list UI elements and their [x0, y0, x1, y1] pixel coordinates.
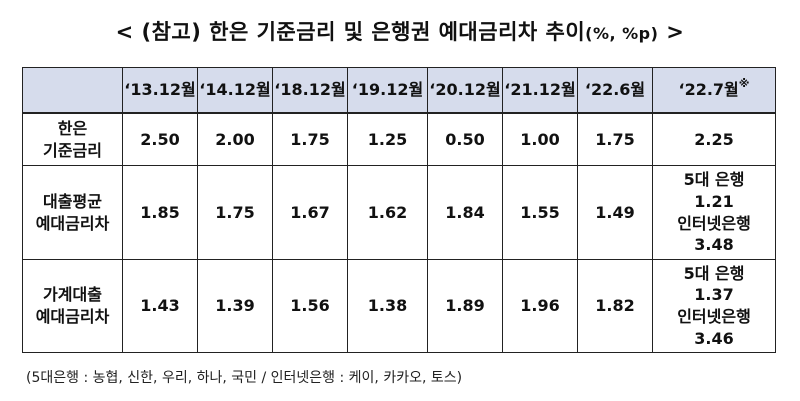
- footnote: (5대은행 : 농협, 신한, 우리, 하나, 국민 / 인터넷은행 : 케이,…: [26, 370, 463, 386]
- table-cell: 1.39: [197, 259, 273, 353]
- table-cell: 1.75: [272, 112, 348, 166]
- table-cell: 1.25: [347, 112, 428, 166]
- table-cell: 1.55: [502, 165, 578, 260]
- table-cell: 0.50: [427, 112, 503, 166]
- row-label-line: 예대금리차: [35, 213, 110, 233]
- table-cell: 2.00: [197, 112, 273, 166]
- row-label-line: 가계대출: [43, 285, 102, 305]
- table-cell-multi: 5대 은행 1.21 인터넷은행 3.48: [652, 165, 776, 260]
- cell-line: 3.48: [694, 235, 734, 255]
- table-row: 대출평균 예대금리차 1.85 1.75 1.67 1.62 1.84 1.55 …: [22, 165, 776, 260]
- table-cell: 1.43: [122, 259, 198, 353]
- table-cell: 1.84: [427, 165, 503, 260]
- footnote-mark: ※: [738, 77, 750, 91]
- table-cell: 1.56: [272, 259, 348, 353]
- table-cell: 2.50: [122, 112, 198, 166]
- header-corner: [22, 67, 123, 114]
- rate-table: ‘13.12월 ‘14.12월 ‘18.12월 ‘19.12월 ‘20.12월 …: [22, 67, 776, 353]
- table-cell-multi: 5대 은행 1.37 인터넷은행 3.46: [652, 259, 776, 353]
- header-row: ‘13.12월 ‘14.12월 ‘18.12월 ‘19.12월 ‘20.12월 …: [22, 67, 776, 114]
- header-cell: ‘19.12월: [347, 67, 428, 114]
- cell-line: 1.37: [694, 285, 734, 305]
- header-cell: ‘21.12월: [502, 67, 578, 114]
- title-main: < (참고) 한은 기준금리 및 은행권 예대금리차 추이: [115, 20, 586, 44]
- header-cell: ‘22.6월: [577, 67, 653, 114]
- row-label: 한은 기준금리: [22, 112, 123, 166]
- header-cell: ‘14.12월: [197, 67, 273, 114]
- header-cell: ‘13.12월: [122, 67, 198, 114]
- header-cell: ‘18.12월: [272, 67, 348, 114]
- header-cell: ‘22.7월※: [652, 67, 776, 114]
- table-cell: 1.96: [502, 259, 578, 353]
- row-label: 대출평균 예대금리차: [22, 165, 123, 260]
- table-cell: 1.67: [272, 165, 348, 260]
- row-label-line: 예대금리차: [35, 307, 110, 326]
- row-label-line: 기준금리: [43, 140, 102, 160]
- cell-line: 3.46: [694, 328, 734, 348]
- table-cell: 1.75: [577, 112, 653, 166]
- cell-line: 5대 은행: [683, 263, 745, 283]
- cell-line: 1.21: [694, 191, 734, 211]
- cell-line: 인터넷은행: [677, 213, 751, 233]
- table-cell: 1.89: [427, 259, 503, 353]
- table-cell: 1.85: [122, 165, 198, 260]
- table-cell: 1.75: [197, 165, 273, 260]
- table-row: 가계대출 예대금리차 1.43 1.39 1.56 1.38 1.89 1.96 …: [22, 259, 776, 353]
- table-cell: 1.38: [347, 259, 428, 353]
- title-unit: (%, %p): [585, 24, 659, 43]
- table-cell: 1.00: [502, 112, 578, 166]
- header-cell: ‘20.12월: [427, 67, 503, 114]
- table-cell: 2.25: [652, 112, 776, 166]
- page-title: < (참고) 한은 기준금리 및 은행권 예대금리차 추이(%, %p) >: [0, 16, 800, 46]
- table-cell: 1.62: [347, 165, 428, 260]
- row-label-line: 한은: [57, 118, 88, 138]
- header-cell-label: ‘22.7월: [678, 80, 739, 100]
- table-cell: 1.82: [577, 259, 653, 353]
- row-label-line: 대출평균: [43, 191, 102, 211]
- cell-line: 5대 은행: [683, 170, 745, 190]
- table-row: 한은 기준금리 2.50 2.00 1.75 1.25 0.50 1.00 1.7…: [22, 112, 776, 166]
- cell-line: 인터넷은행: [677, 307, 751, 326]
- title-tail: >: [658, 20, 685, 44]
- table-cell: 1.49: [577, 165, 653, 260]
